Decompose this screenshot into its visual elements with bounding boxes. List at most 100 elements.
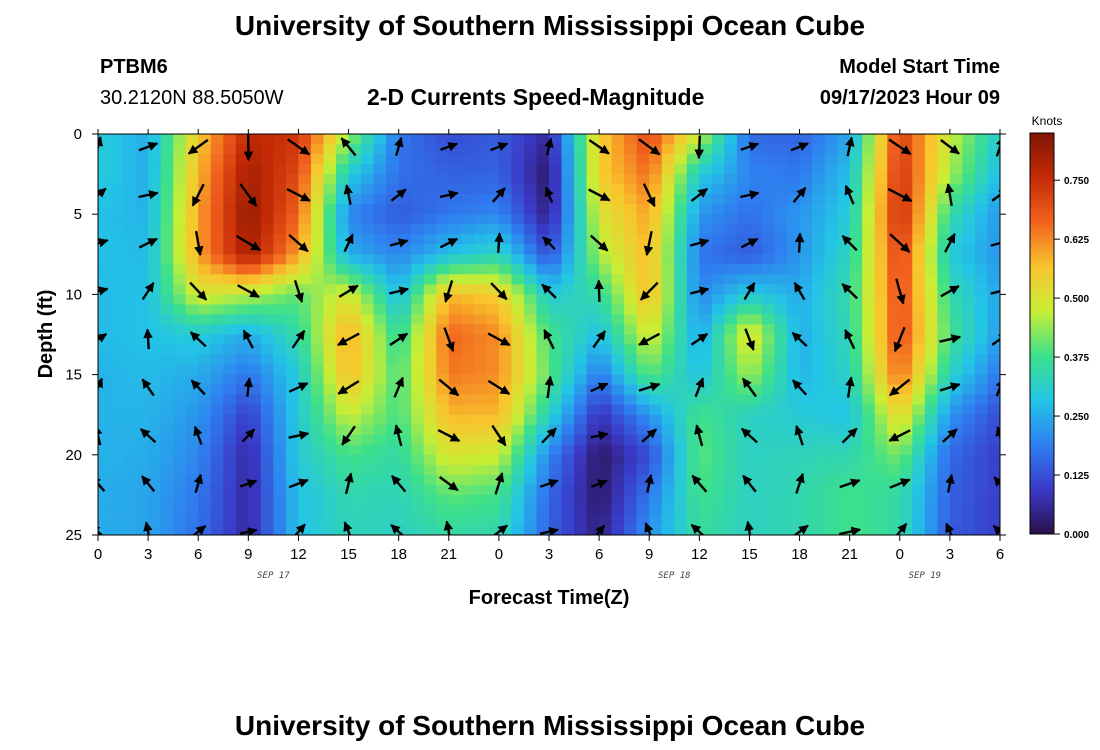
heatmap-cell — [586, 334, 600, 346]
heatmap-cell — [912, 194, 926, 205]
heatmap-cell — [511, 474, 525, 486]
heatmap-cell — [473, 164, 487, 175]
heatmap-cell — [511, 484, 525, 496]
heatmap-cell — [724, 354, 738, 366]
heatmap-cell — [862, 174, 876, 185]
heatmap-cell — [837, 524, 851, 535]
heatmap-cell — [949, 194, 964, 205]
heatmap-cell — [373, 134, 387, 145]
heatmap-cell — [210, 444, 224, 456]
heatmap-cell — [323, 424, 337, 436]
heatmap-cell — [398, 164, 412, 175]
heatmap-cell — [173, 284, 187, 295]
heatmap-cell — [561, 504, 575, 516]
heatmap-cell — [924, 244, 938, 255]
heatmap-cell — [523, 514, 538, 526]
heatmap-cell — [787, 404, 801, 416]
heatmap-cell — [310, 304, 325, 316]
heatmap-cell — [336, 274, 350, 285]
y-tick-label: 20 — [65, 447, 82, 464]
heatmap-cell — [173, 424, 187, 436]
heatmap-cell — [561, 244, 575, 255]
heatmap-cell — [198, 374, 212, 386]
heatmap-cell — [849, 404, 863, 416]
heatmap-cell — [949, 444, 964, 456]
heatmap-cell — [924, 404, 938, 416]
heatmap-cell — [223, 324, 237, 336]
heatmap-cell — [799, 464, 813, 476]
heatmap-cell — [774, 254, 788, 265]
current-vector-arrow — [792, 187, 807, 203]
heatmap-cell — [235, 314, 249, 326]
heatmap-cell — [198, 384, 212, 396]
heatmap-cell — [686, 254, 700, 265]
heatmap-cell — [373, 194, 387, 205]
heatmap-cell — [674, 364, 688, 376]
heatmap-cell — [649, 444, 663, 456]
heatmap-cell — [310, 314, 325, 326]
heatmap-cell — [937, 494, 951, 506]
heatmap-cell — [373, 374, 387, 386]
heatmap-cell — [824, 274, 838, 285]
heatmap-cell — [987, 214, 1000, 225]
heatmap-cell — [498, 154, 513, 165]
heatmap-cell — [373, 384, 387, 396]
heatmap-cell — [348, 164, 362, 175]
heatmap-cell — [749, 244, 763, 255]
heatmap-cell — [987, 494, 1000, 506]
heatmap-cell — [173, 494, 187, 506]
heatmap-cell — [624, 364, 638, 376]
current-vector-arrow — [945, 473, 955, 493]
heatmap-cell — [436, 384, 450, 396]
heatmap-cell — [924, 234, 938, 245]
heatmap-cell — [774, 234, 788, 245]
heatmap-cell — [611, 284, 625, 295]
heatmap-cell — [160, 184, 174, 195]
heatmap-cell — [874, 304, 888, 316]
heatmap-cell — [837, 474, 851, 486]
heatmap-cell — [135, 194, 149, 205]
heatmap-cell — [361, 334, 375, 346]
heatmap-cell — [160, 484, 174, 496]
heatmap-cell — [536, 494, 550, 506]
heatmap-cell — [699, 474, 713, 486]
heatmap-cell — [448, 464, 462, 476]
heatmap-cell — [361, 484, 375, 496]
heatmap-cell — [448, 404, 462, 416]
heatmap-cell — [974, 204, 989, 215]
heatmap-cell — [874, 184, 888, 195]
heatmap-cell — [962, 514, 976, 526]
heatmap-cell — [260, 324, 274, 336]
heatmap-cell — [173, 344, 187, 356]
current-vector-arrow — [491, 187, 506, 203]
heatmap-cell — [636, 264, 650, 275]
heatmap-cell — [887, 524, 901, 535]
heatmap-cell — [473, 364, 487, 376]
heatmap-cell — [611, 414, 625, 426]
heatmap-cell — [386, 174, 400, 185]
heatmap-cell — [260, 204, 274, 215]
heatmap-cell — [260, 364, 274, 376]
heatmap-cell — [448, 524, 462, 535]
heatmap-cell — [774, 134, 788, 145]
heatmap-cell — [486, 314, 500, 326]
heatmap-cell — [123, 194, 137, 205]
heatmap-cell — [511, 404, 525, 416]
heatmap-cell — [749, 374, 763, 386]
heatmap-cell — [173, 384, 187, 396]
heatmap-cell — [837, 314, 851, 326]
heatmap-cell — [473, 214, 487, 225]
heatmap-cell — [824, 344, 838, 356]
heatmap-cell — [173, 194, 187, 205]
heatmap-cell — [323, 454, 337, 466]
heatmap-cell — [135, 484, 149, 496]
heatmap-cell — [511, 154, 525, 165]
heatmap-cell — [661, 324, 675, 336]
heatmap-cell — [310, 394, 325, 406]
heatmap-cell — [624, 294, 638, 306]
heatmap-cell — [987, 384, 1000, 396]
heatmap-cell — [724, 404, 738, 416]
heatmap-cell — [862, 414, 876, 426]
heatmap-cell — [574, 514, 588, 526]
heatmap-cell — [924, 474, 938, 486]
